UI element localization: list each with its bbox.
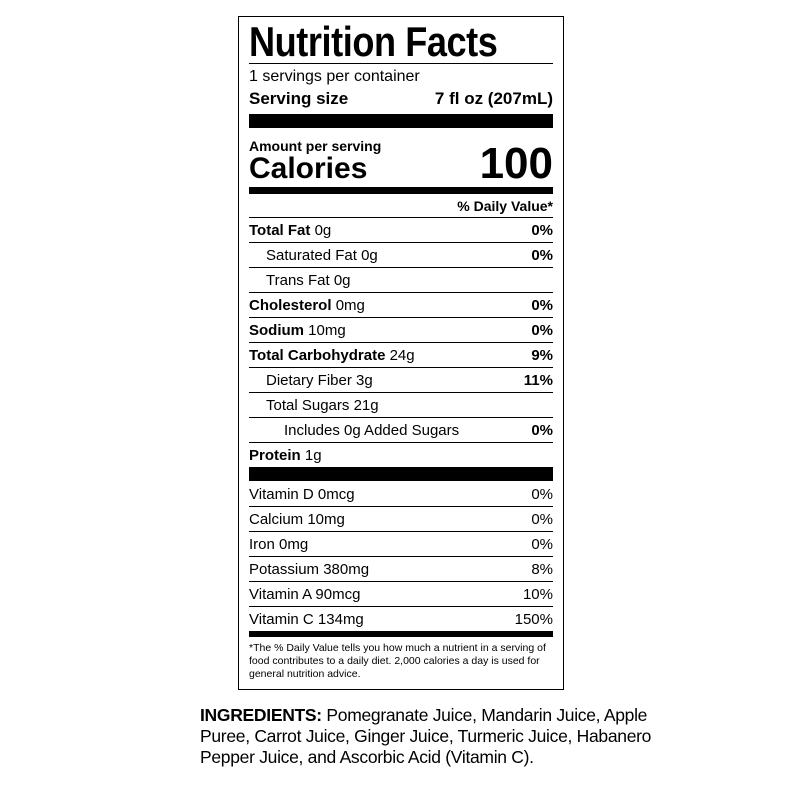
calories-value: 100 — [479, 139, 553, 188]
nutrient: Total Carbohydrate 24g — [249, 347, 415, 364]
dv-header-line: % Daily Value* — [249, 194, 553, 217]
vitamin-dv: 150% — [514, 610, 553, 628]
nutrient-amount: 24g — [389, 346, 415, 364]
nutrient-dv: 9% — [531, 346, 553, 364]
nutrient-name: Cholesterol — [249, 296, 332, 314]
vitamin-name: Vitamin A 90mcg — [249, 585, 361, 603]
ingredients-text: Pomegranate Juice, Mandarin Juice, Apple… — [200, 705, 652, 767]
vitamin-name: Potassium 380mg — [249, 560, 370, 578]
servings-line: 1 servings per container — [249, 66, 553, 88]
servings: 1 servings per container — [249, 68, 420, 85]
nutrient-dv: 0% — [531, 221, 553, 239]
amount-per-serving: Amount per serving — [249, 138, 382, 154]
nutrient-amount: 3g — [356, 371, 373, 389]
nutrient-row: Total Sugars 21g — [249, 392, 553, 417]
nutrient-row: Saturated Fat 0g 0% — [249, 242, 553, 267]
vitamin-dv: 0% — [531, 510, 553, 528]
nutrient-name: Includes 0g Added Sugars — [284, 421, 460, 439]
nutrient-dv: 0% — [531, 421, 553, 439]
nutrient-row: Dietary Fiber 3g 11% — [249, 367, 553, 392]
nutrient: Total Fat 0g — [249, 222, 331, 239]
nutrient-name: Total Sugars — [266, 396, 350, 414]
nutrient-row: Sodium 10mg 0% — [249, 317, 553, 342]
nutrient-name: Saturated Fat — [266, 246, 357, 264]
nutrient-amount: 1g — [304, 446, 322, 464]
nutrition-label: Nutrition Facts 1 servings per container… — [238, 16, 564, 690]
nutrient-amount: 21g — [353, 396, 379, 414]
nutrient-dv: 0% — [531, 246, 553, 264]
vitamin-dv: 10% — [522, 585, 553, 603]
vitamin-row: Calcium 10mg 0% — [249, 506, 553, 531]
vitamin-dv: 0% — [531, 485, 553, 503]
title: Nutrition Facts — [249, 17, 553, 65]
footnote: *The % Daily Value tells you how much a … — [249, 642, 546, 680]
nutrient-amount: 0g — [361, 246, 378, 264]
nutrient-name: Protein — [249, 446, 301, 464]
calories-line: Calories 100 — [249, 139, 553, 188]
vitamin-row: Vitamin C 134mg 150% — [249, 606, 553, 631]
vitamin-row: Iron 0mg 0% — [249, 531, 553, 556]
nutrient-amount: 0g — [333, 271, 351, 289]
nutrient-name: Total Fat — [249, 221, 311, 239]
vitamin-name: Vitamin C 134mg — [249, 610, 364, 628]
nutrient-row: Trans Fat 0g — [249, 267, 553, 292]
vitamin-name: Calcium 10mg — [249, 510, 345, 528]
nutrient-amount: 10mg — [308, 321, 346, 339]
nutrient-row: Cholesterol 0mg 0% — [249, 292, 553, 317]
calories-label: Calories — [249, 152, 368, 185]
nutrient-name: Total Carbohydrate — [249, 346, 386, 364]
nutrient: Saturated Fat 0g — [249, 247, 378, 264]
nutrient: Sodium 10mg — [249, 322, 346, 339]
nutrient-list: Total Fat 0g 0% Saturated Fat 0g 0% Trans Fa… — [249, 217, 553, 467]
thick-bar — [249, 467, 553, 481]
vitamin-list: Vitamin D 0mcg 0% Calcium 10mg 0% Iron 0mg 0%… — [249, 482, 553, 631]
ingredients: INGREDIENTS: Pomegranate Juice, Mandarin… — [200, 705, 670, 768]
nutrient-name: Sodium — [249, 321, 304, 339]
vitamin-dv: 8% — [531, 560, 553, 578]
nutrient-amount: 0g — [314, 221, 332, 239]
nutrient-dv: 11% — [523, 371, 553, 389]
dv-header: % Daily Value* — [457, 197, 553, 214]
vitamin-row: Vitamin D 0mcg 0% — [249, 482, 553, 506]
nutrient-dv: 0% — [531, 296, 553, 314]
vitamin-row: Potassium 380mg 8% — [249, 556, 553, 581]
nutrient-name: Trans Fat — [266, 271, 330, 289]
serving-size-label: Serving size — [249, 89, 349, 108]
medium-bar — [249, 187, 553, 194]
nutrient-row: Total Carbohydrate 24g 9% — [249, 342, 553, 367]
nutrient-row: Includes 0g Added Sugars 0% — [249, 417, 553, 442]
serving-size-value: 7 fl oz (207mL) — [434, 89, 553, 108]
nutrient: Total Sugars 21g — [249, 397, 379, 414]
divider — [249, 63, 553, 66]
nutrient: Dietary Fiber 3g — [249, 372, 373, 389]
ingredients-label: INGREDIENTS: — [200, 705, 322, 725]
vitamin-name: Iron 0mg — [249, 535, 309, 553]
title-text: Nutrition Facts — [249, 18, 498, 65]
vitamin-row: Vitamin A 90mcg 10% — [249, 581, 553, 606]
nutrient: Trans Fat 0g — [249, 272, 351, 289]
amount-line: Amount per serving — [249, 128, 553, 154]
nutrient: Protein 1g — [249, 447, 322, 464]
vitamin-dv: 0% — [531, 535, 553, 553]
nutrient: Includes 0g Added Sugars — [249, 422, 459, 439]
serving-size-line: Serving size 7 fl oz (207mL) — [249, 88, 553, 110]
nutrient-row: Total Fat 0g 0% — [249, 217, 553, 242]
vitamin-name: Vitamin D 0mcg — [249, 485, 355, 503]
thick-bar — [249, 114, 553, 128]
nutrient-dv: 0% — [531, 321, 553, 339]
nutrient-amount: 0mg — [335, 296, 365, 314]
medium-bar — [249, 631, 553, 637]
nutrient-name: Dietary Fiber — [266, 371, 352, 389]
nutrient-row: Protein 1g — [249, 442, 553, 467]
nutrient: Cholesterol 0mg — [249, 297, 365, 314]
